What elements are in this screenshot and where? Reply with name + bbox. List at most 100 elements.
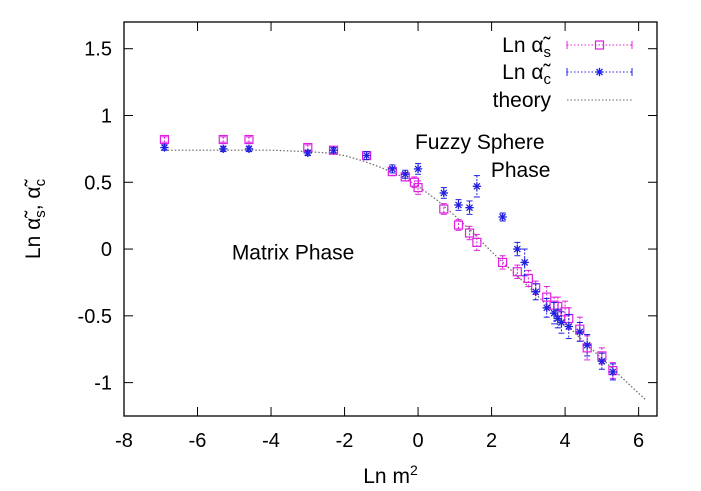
marker-alpha-c — [454, 200, 463, 210]
data-point-alpha-s — [472, 233, 482, 251]
annotation-fuzzy-sphere-line-2: Phase — [491, 159, 551, 182]
data-point-alpha-c — [329, 146, 338, 155]
x-tick-label: 6 — [633, 430, 644, 452]
marker-alpha-c — [582, 341, 592, 350]
data-points-layer — [159, 134, 618, 381]
y-tick-label: 1.5 — [84, 39, 112, 61]
star-stroke — [414, 165, 422, 173]
data-point-alpha-c — [219, 144, 228, 154]
marker-alpha-c — [557, 318, 566, 327]
data-point-alpha-s — [218, 134, 228, 145]
x-tick-label: 4 — [560, 430, 571, 452]
y-tick-label: 0.5 — [84, 172, 112, 194]
data-point-alpha-c — [303, 148, 312, 158]
marker-alpha-c — [362, 151, 371, 160]
star-stroke — [440, 189, 448, 197]
data-point-alpha-c — [454, 199, 463, 211]
data-point-alpha-c — [362, 151, 371, 161]
legend-marker — [595, 67, 604, 77]
marker-alpha-c — [388, 164, 397, 174]
data-point-alpha-s — [413, 180, 423, 195]
marker-alpha-c — [498, 212, 507, 222]
star-stroke — [557, 319, 565, 326]
marker-alpha-c — [244, 144, 254, 154]
data-point-alpha-s — [439, 203, 449, 215]
marker-alpha-s — [413, 183, 423, 193]
data-point-alpha-c — [465, 200, 474, 215]
data-point-alpha-s — [244, 134, 254, 145]
marker-alpha-c — [608, 367, 618, 377]
theory-curve — [160, 149, 647, 401]
data-point-alpha-s — [498, 255, 508, 270]
data-point-alpha-s — [453, 219, 464, 231]
legend: Ln α̃s Ln α̃c theory — [493, 34, 633, 112]
marker-alpha-s — [439, 204, 449, 214]
y-axis-title: Ln α̃s, α̃c — [22, 178, 49, 259]
star-stroke — [565, 323, 573, 330]
data-point-alpha-c — [520, 248, 529, 277]
x-tick-label: -8 — [115, 430, 133, 452]
star-stroke — [304, 149, 312, 157]
marker-alpha-c — [564, 322, 573, 331]
star-stroke — [160, 144, 168, 152]
star-stroke — [401, 170, 409, 178]
star-stroke — [521, 258, 529, 266]
tick-layer: -8 -6 -4 -2 0 2 4 6 -1 -0.5 0 0.5 1 1.5 — [78, 22, 657, 452]
marker-alpha-s — [453, 220, 464, 230]
data-point-alpha-c — [575, 322, 585, 342]
marker-alpha-s — [542, 292, 552, 302]
marker-alpha-c — [549, 308, 559, 318]
marker-alpha-s — [244, 134, 254, 145]
x-tick-label: 2 — [486, 430, 497, 452]
star-stroke — [554, 315, 562, 322]
marker-alpha-c — [401, 170, 410, 179]
data-point-alpha-c — [608, 363, 618, 381]
y-tick-label: 1 — [101, 105, 112, 127]
star-stroke — [499, 213, 507, 221]
marker-alpha-s — [472, 237, 482, 247]
marker-alpha-s — [512, 267, 522, 277]
star-stroke — [576, 328, 584, 336]
theory-curve-layer — [160, 149, 647, 401]
star-stroke — [543, 304, 551, 312]
data-point-alpha-c — [401, 169, 410, 179]
legend-entry-theory: theory — [493, 89, 632, 112]
data-point-alpha-c — [542, 297, 551, 318]
marker-alpha-c — [465, 203, 474, 212]
marker-alpha-c — [542, 303, 551, 313]
star-stroke — [473, 182, 481, 190]
data-point-alpha-c — [388, 164, 397, 174]
star-stroke — [598, 357, 606, 365]
data-point-alpha-c — [160, 143, 169, 152]
data-point-alpha-c — [531, 283, 540, 301]
data-point-alpha-c — [597, 352, 607, 370]
star-stroke — [466, 204, 473, 212]
legend-marker — [594, 40, 605, 50]
marker-alpha-s — [523, 273, 533, 284]
data-point-alpha-s — [512, 264, 522, 279]
legend-entry-alpha-s: Ln α̃s — [502, 34, 633, 61]
marker-alpha-c — [303, 148, 312, 158]
marker-alpha-c — [520, 258, 529, 267]
data-point-alpha-c — [564, 313, 573, 340]
data-point-alpha-s — [159, 134, 170, 145]
star-stroke — [532, 288, 540, 296]
x-tick-label: 0 — [413, 430, 424, 452]
star-stroke — [363, 152, 371, 160]
marker-alpha-c — [329, 146, 338, 155]
x-tick-label: -2 — [336, 430, 354, 452]
data-point-alpha-c — [244, 144, 254, 154]
data-point-alpha-s — [523, 269, 533, 287]
legend-sample-alpha-s — [566, 40, 633, 50]
marker-alpha-s — [464, 228, 475, 238]
x-tick-label: -4 — [262, 430, 280, 452]
star-stroke — [219, 145, 227, 153]
star-stroke — [550, 309, 558, 317]
star-stroke — [596, 68, 603, 76]
x-axis-title: Ln m2 — [363, 462, 418, 488]
x-tick-label: -6 — [189, 430, 207, 452]
marker-alpha-s — [498, 257, 508, 268]
marker-alpha-c — [575, 327, 585, 337]
star-stroke — [330, 146, 337, 154]
